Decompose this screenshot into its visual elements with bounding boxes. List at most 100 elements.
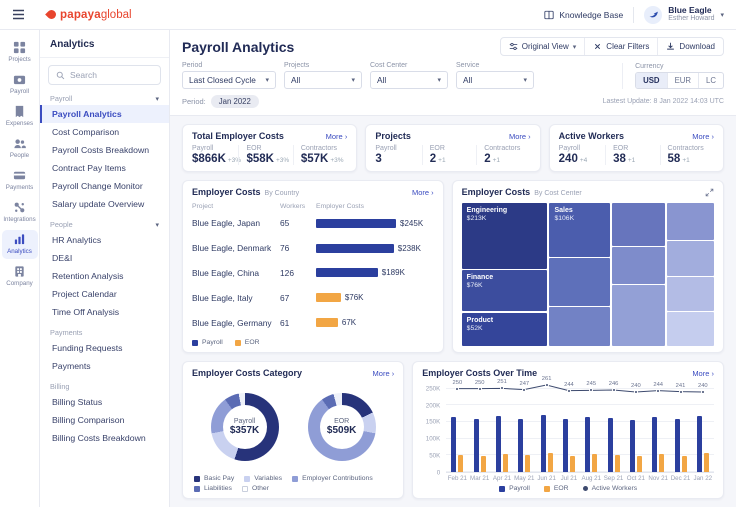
rail-item-expenses[interactable]: Expenses bbox=[2, 102, 38, 131]
sidebar-item-billing-status[interactable]: Billing Status bbox=[52, 397, 103, 407]
search-box[interactable] bbox=[48, 65, 161, 85]
payroll-bar[interactable] bbox=[652, 416, 658, 472]
country-bar-eor[interactable] bbox=[316, 293, 341, 303]
eor-bar[interactable] bbox=[569, 456, 575, 472]
rail-item-company[interactable]: Company bbox=[2, 262, 38, 291]
eor-bar[interactable] bbox=[659, 453, 665, 472]
rail-item-payroll[interactable]: Payroll bbox=[2, 70, 38, 99]
sidebar-item-funding-requests[interactable]: Funding Requests bbox=[52, 343, 123, 353]
more-link[interactable]: More bbox=[326, 132, 348, 141]
payroll-bar[interactable] bbox=[496, 416, 501, 472]
treemap-block[interactable] bbox=[667, 203, 714, 241]
treemap-block[interactable] bbox=[667, 312, 714, 346]
more-link[interactable]: More bbox=[692, 132, 714, 141]
donut-chart-eor[interactable]: EOR $509K bbox=[307, 393, 376, 461]
treemap-block[interactable] bbox=[612, 285, 666, 346]
country-bar-payroll[interactable] bbox=[316, 218, 397, 228]
treemap-block[interactable] bbox=[549, 258, 611, 306]
payroll-bar[interactable] bbox=[674, 419, 680, 472]
search-input[interactable] bbox=[70, 70, 153, 80]
legend-liabilities[interactable]: Liabilities bbox=[194, 485, 232, 492]
knowledge-base-button[interactable]: Knowledge Base bbox=[544, 10, 623, 20]
payroll-bar[interactable] bbox=[473, 418, 479, 472]
sidebar-item-payroll-analytics[interactable]: Payroll Analytics bbox=[40, 105, 169, 123]
payroll-bar[interactable] bbox=[540, 415, 546, 472]
payroll-bar[interactable] bbox=[518, 419, 524, 472]
payroll-bar[interactable] bbox=[562, 418, 568, 472]
sidebar-item-billing-comparison[interactable]: Billing Comparison bbox=[52, 415, 125, 425]
sidebar-group-payments[interactable]: Payments bbox=[50, 328, 83, 337]
legend-employer-contributions[interactable]: Employer Contributions bbox=[292, 475, 373, 482]
country-bar-payroll[interactable] bbox=[316, 243, 394, 253]
download-button[interactable]: Download bbox=[657, 38, 723, 55]
filter-select-period[interactable]: Last Closed Cycle ▾ bbox=[182, 71, 276, 89]
treemap-block[interactable] bbox=[612, 247, 666, 285]
eor-bar[interactable] bbox=[681, 455, 687, 472]
sidebar-item-billing-costs-breakdown[interactable]: Billing Costs Breakdown bbox=[52, 433, 146, 443]
sidebar-item-project-calendar[interactable]: Project Calendar bbox=[52, 289, 117, 299]
eor-bar[interactable] bbox=[458, 454, 464, 472]
treemap-block-product[interactable]: Product $52K bbox=[461, 312, 548, 346]
more-link[interactable]: More bbox=[509, 132, 531, 141]
eor-bar[interactable] bbox=[503, 453, 508, 472]
payroll-bar[interactable] bbox=[451, 417, 457, 472]
eor-bar[interactable] bbox=[592, 454, 598, 472]
sidebar-item-payroll-change-monitor[interactable]: Payroll Change Monitor bbox=[52, 181, 143, 191]
sidebar-item-contract-pay-items[interactable]: Contract Pay Items bbox=[52, 163, 126, 173]
country-bar-payroll[interactable] bbox=[316, 268, 378, 278]
legend-variables[interactable]: Variables bbox=[244, 475, 282, 482]
sidebar-group-payroll[interactable]: Payroll ▾ bbox=[50, 94, 159, 103]
payroll-bar[interactable] bbox=[607, 418, 613, 472]
payroll-bar[interactable] bbox=[629, 420, 635, 472]
rail-item-projects[interactable]: Projects bbox=[2, 38, 38, 67]
treemap-block-sales[interactable]: Sales $106K bbox=[549, 203, 611, 258]
eor-bar[interactable] bbox=[703, 453, 709, 472]
sidebar-item-payments[interactable]: Payments bbox=[52, 361, 91, 371]
donut-chart-payroll[interactable]: Payroll $357K bbox=[210, 393, 279, 461]
payroll-bar[interactable] bbox=[696, 416, 702, 472]
treemap-block[interactable] bbox=[667, 241, 714, 276]
active-workers-dot[interactable] bbox=[477, 386, 482, 391]
active-workers-dot[interactable] bbox=[500, 386, 504, 391]
more-link[interactable]: More bbox=[373, 369, 395, 378]
legend-active-workers[interactable]: Active Workers bbox=[582, 485, 637, 492]
sidebar-item-payroll-costs-breakdown[interactable]: Payroll Costs Breakdown bbox=[52, 145, 150, 155]
filter-select-service[interactable]: All ▾ bbox=[456, 71, 534, 89]
treemap-block[interactable] bbox=[667, 276, 714, 312]
active-workers-dot[interactable] bbox=[522, 387, 527, 392]
more-link[interactable]: More bbox=[692, 369, 714, 378]
payroll-bar[interactable] bbox=[585, 417, 591, 472]
more-link[interactable]: More bbox=[412, 188, 434, 197]
rail-item-people[interactable]: People bbox=[2, 134, 38, 163]
sidebar-item-cost-comparison[interactable]: Cost Comparison bbox=[52, 127, 120, 137]
treemap-block-engineering[interactable]: Engineering $213K bbox=[461, 203, 548, 269]
active-workers-dot[interactable] bbox=[544, 383, 549, 387]
legend-eor[interactable]: EOR bbox=[543, 485, 569, 492]
rail-item-analytics[interactable]: Analytics bbox=[1, 230, 38, 259]
clear-filters-button[interactable]: Clear Filters bbox=[584, 38, 657, 55]
menu-icon[interactable] bbox=[12, 8, 25, 21]
active-workers-dot[interactable] bbox=[656, 388, 661, 393]
legend-basic-pay[interactable]: Basic Pay bbox=[194, 475, 234, 482]
currency-option-usd[interactable]: USD bbox=[636, 73, 667, 88]
expand-icon[interactable] bbox=[705, 188, 714, 197]
active-workers-dot[interactable] bbox=[678, 389, 683, 394]
legend-payroll[interactable]: Payroll bbox=[192, 339, 223, 346]
active-workers-dot[interactable] bbox=[611, 388, 616, 392]
treemap-block-finance[interactable]: Finance $76K bbox=[461, 269, 548, 312]
active-workers-dot[interactable] bbox=[566, 388, 571, 393]
period-chip[interactable]: Jan 2022 bbox=[210, 95, 259, 108]
filter-select-projects[interactable]: All ▾ bbox=[284, 71, 362, 89]
sidebar-item-de-i[interactable]: DE&I bbox=[52, 253, 73, 263]
legend-other[interactable]: Other bbox=[241, 485, 269, 492]
original-view-button[interactable]: Original View ▾ bbox=[501, 38, 584, 55]
active-workers-dot[interactable] bbox=[633, 390, 638, 395]
sidebar-item-retention-analysis[interactable]: Retention Analysis bbox=[52, 271, 124, 281]
sidebar-item-hr-analytics[interactable]: HR Analytics bbox=[52, 235, 102, 245]
active-workers-dot[interactable] bbox=[455, 386, 460, 391]
sidebar-group-billing[interactable]: Billing bbox=[50, 382, 70, 391]
active-workers-dot[interactable] bbox=[589, 388, 594, 393]
rail-item-payments[interactable]: Payments bbox=[2, 166, 38, 195]
legend-eor[interactable]: EOR bbox=[234, 339, 260, 346]
currency-option-lc[interactable]: LC bbox=[698, 73, 723, 88]
